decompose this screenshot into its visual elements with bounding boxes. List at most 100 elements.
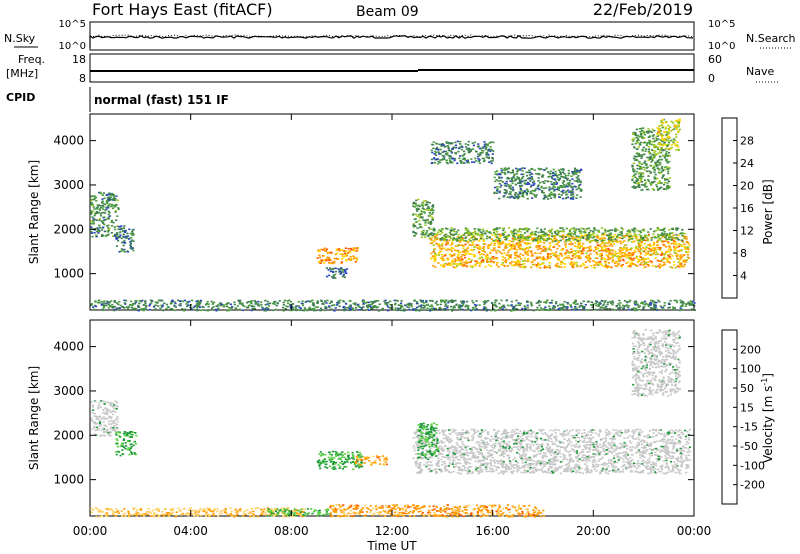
scatter-cell [444,262,447,265]
scatter-cell [671,308,674,310]
scatter-cell [519,253,522,255]
scatter-cell [573,171,576,173]
scatter-cell [648,247,651,250]
scatter-cell [651,158,654,160]
scatter-cell [419,216,422,218]
scatter-cell [241,304,245,307]
scatter-cell [679,259,682,261]
scatter-cell [109,432,112,434]
scatter-cell [635,302,638,304]
scatter-cell [340,271,343,273]
scatter-cell [552,194,555,196]
scatter-cell [106,202,109,205]
scatter-cell [335,249,338,251]
scatter-cell [463,157,466,160]
scatter-cell [636,135,640,137]
scatter-cell [650,183,653,185]
scatter-cell [294,306,297,308]
scatter-cell [676,238,679,240]
scatter-cell [642,250,645,252]
scatter-cell [582,242,585,245]
scatter-cell [447,147,450,150]
scatter-cell [492,256,495,258]
scatter-cell [355,307,358,309]
scatter-cell [419,223,422,226]
scatter-cell [445,159,448,162]
scatter-cell [106,300,109,303]
scatter-cell [568,184,571,187]
scatter-cell [571,264,574,266]
scatter-cell [653,176,656,178]
scatter-cell [416,210,419,212]
scatter-cell [469,265,472,268]
scatter-cell [601,239,604,241]
scatter-cell [681,234,684,237]
scatter-cell [659,305,662,307]
scatter-cell [532,184,535,186]
scatter-cell [447,301,450,304]
scatter-cell [539,301,542,303]
scatter-cell [591,306,594,308]
scatter-cell [573,301,576,303]
scatter-cell [545,239,548,242]
scatter-cell [100,229,103,231]
scatter-cell [610,239,613,241]
scatter-cell [94,400,97,403]
scatter-cell [457,150,460,153]
scatter-cell [314,306,318,309]
scatter-cell [675,233,678,236]
scatter-cell [517,233,520,236]
scatter-cell [549,170,552,173]
scatter-cell [588,248,591,250]
scatter-cell [106,301,109,304]
scatter-cell [662,306,665,309]
scatter-cell [619,251,622,253]
scatter-cell [353,256,356,259]
scatter-cell [464,236,468,239]
scatter-cell [474,157,477,160]
scatter-cell [334,253,337,256]
scatter-cell [107,303,110,305]
scatter-cell [456,249,460,252]
scatter-cell [129,244,132,246]
scatter-cell [325,248,329,251]
scatter-cell [565,246,568,248]
scatter-cell [556,233,559,236]
scatter-cell [432,240,435,242]
scatter-cell [576,238,580,241]
scatter-cell [572,236,575,238]
scatter-cell [540,237,543,240]
scatter-cell [544,180,547,182]
scatter-cell [440,244,443,246]
scatter-cell [601,300,604,302]
scatter-cell [492,141,495,144]
scatter-cell [487,231,490,234]
scatter-cell [645,251,648,254]
scatter-cell [658,182,661,184]
scatter-cell [645,170,648,173]
scatter-cell [481,234,485,236]
scatter-cell [384,303,387,305]
scatter-cell [529,190,533,193]
scatter-cell [511,305,514,308]
scatter-cell [560,168,563,171]
scatter-cell [553,190,556,192]
scatter-cell [666,186,669,188]
scatter-cell [410,303,413,305]
scatter-cell [619,240,622,243]
scatter-cell [582,228,585,230]
scatter-cell [561,303,565,306]
scatter-cell [597,247,600,250]
scatter-cell [126,251,130,253]
scatter-cell [576,240,580,242]
scatter-cell [667,124,670,127]
scatter-cell [372,306,375,309]
scatter-cell [551,239,554,242]
scatter-cell [527,242,530,245]
scatter-cell [534,252,537,254]
scatter-cell [670,120,673,123]
scatter-cell [432,232,435,235]
scatter-cell [249,301,252,303]
scatter-cell [453,230,456,233]
scatter-cell [565,190,568,193]
